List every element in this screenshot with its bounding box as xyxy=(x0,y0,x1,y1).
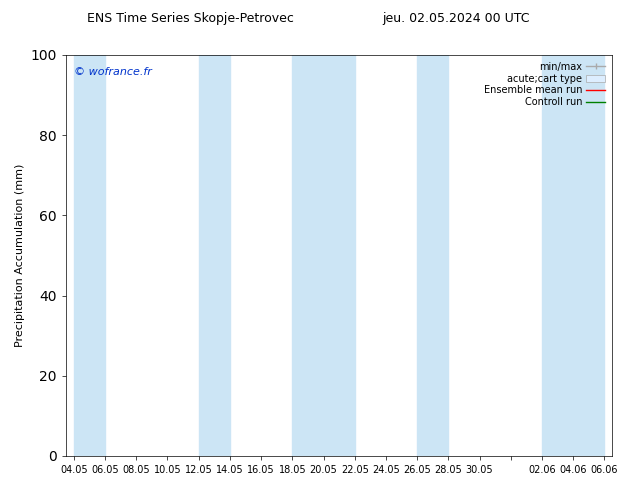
Bar xyxy=(417,55,448,456)
Text: jeu. 02.05.2024 00 UTC: jeu. 02.05.2024 00 UTC xyxy=(383,12,530,25)
Bar xyxy=(573,55,604,456)
Bar xyxy=(323,55,354,456)
Bar xyxy=(74,55,105,456)
Y-axis label: Precipitation Accumulation (mm): Precipitation Accumulation (mm) xyxy=(15,164,25,347)
Text: © wofrance.fr: © wofrance.fr xyxy=(74,67,152,77)
Bar xyxy=(198,55,230,456)
Text: ENS Time Series Skopje-Petrovec: ENS Time Series Skopje-Petrovec xyxy=(87,12,294,25)
Legend: min/max, acute;cart type, Ensemble mean run, Controll run: min/max, acute;cart type, Ensemble mean … xyxy=(482,60,607,109)
Bar xyxy=(542,55,573,456)
Bar xyxy=(292,55,323,456)
